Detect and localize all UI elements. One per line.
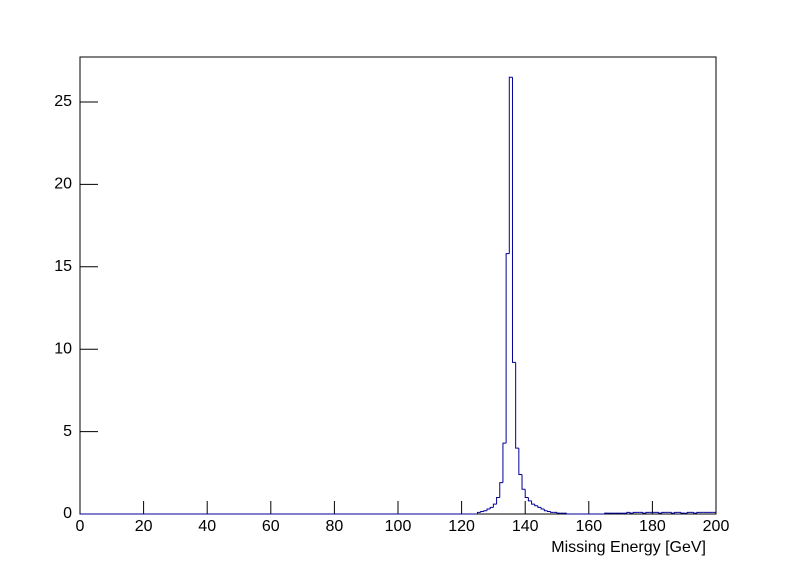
x-tick-label: 180 — [639, 518, 666, 535]
histogram-bin — [515, 362, 519, 449]
histogram-bin — [502, 442, 507, 483]
histogram-bin — [492, 503, 497, 508]
histogram-bin — [661, 511, 666, 514]
histogram-bin — [505, 253, 510, 444]
histogram-bin — [527, 497, 532, 502]
histogram-bin — [680, 512, 685, 514]
histogram-bin — [629, 512, 634, 514]
histogram-bin — [489, 506, 494, 510]
x-axis-label: Missing Energy [GeV] — [551, 539, 706, 556]
histogram-bin — [537, 505, 542, 508]
x-tick-label: 140 — [512, 518, 539, 535]
x-tick-label: 40 — [198, 518, 216, 535]
histogram-bin — [546, 510, 551, 513]
x-tick-label: 120 — [448, 518, 475, 535]
y-tick-label: 20 — [54, 176, 72, 193]
histogram-bin — [645, 511, 650, 514]
histogram-bin — [521, 474, 526, 490]
histogram-bin — [540, 507, 545, 510]
histogram-bin — [642, 512, 647, 514]
histogram-bin — [632, 511, 637, 514]
histogram-bin — [518, 448, 523, 475]
histogram-bin — [483, 510, 488, 512]
x-tick-label: 200 — [703, 518, 730, 535]
x-tick-label: 0 — [76, 518, 85, 535]
histogram-bin — [508, 76, 513, 254]
histogram-bin — [674, 511, 678, 514]
histogram-bin — [566, 513, 570, 515]
histogram-bin — [486, 508, 491, 511]
histogram-bin — [550, 511, 554, 513]
histogram-bin — [543, 509, 548, 512]
histogram-bin — [480, 511, 484, 513]
histogram-bin — [604, 512, 608, 514]
histogram-bin — [693, 512, 697, 514]
histogram-bin — [696, 511, 701, 514]
histogram-bin — [626, 511, 631, 514]
histogram-bin — [686, 511, 691, 514]
histogram-bin — [477, 511, 481, 514]
histogram-bin — [499, 482, 503, 498]
x-tick-label: 80 — [326, 518, 344, 535]
y-tick-label: 5 — [63, 423, 72, 440]
y-tick-label: 25 — [54, 93, 72, 110]
histogram-bin — [496, 497, 500, 505]
histogram-bin — [524, 489, 529, 499]
histogram-bin — [556, 512, 561, 514]
y-tick-label: 15 — [54, 258, 72, 275]
histogram-bin — [531, 500, 535, 505]
histogram-bin — [658, 512, 662, 514]
x-tick-label: 60 — [262, 518, 280, 535]
y-tick-label: 10 — [54, 340, 72, 357]
histogram-bin — [511, 77, 516, 363]
histogram-bin — [534, 504, 538, 507]
x-tick-label: 100 — [385, 518, 412, 535]
x-tick-label: 20 — [135, 518, 153, 535]
y-tick-label: 0 — [63, 505, 72, 522]
x-tick-label: 160 — [575, 518, 602, 535]
histogram-bin — [670, 512, 675, 514]
